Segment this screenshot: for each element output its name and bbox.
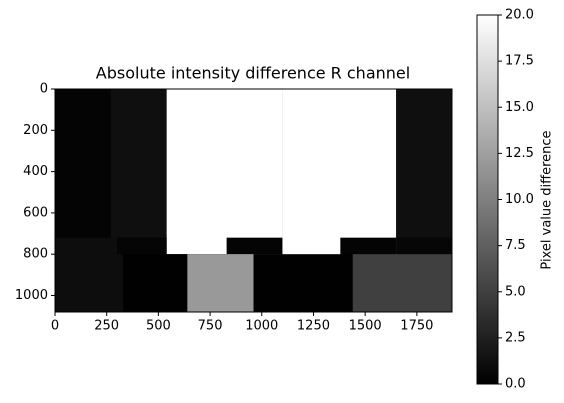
image-region	[340, 237, 397, 257]
y-tick-label: 0	[40, 82, 48, 97]
colorbar-tick-label: 0.0	[505, 377, 526, 392]
colorbar-tick-label: 12.5	[505, 146, 534, 161]
image-region	[282, 89, 397, 257]
image-region	[110, 89, 167, 238]
y-tick-label: 1000	[15, 288, 48, 303]
x-tick-label: 1500	[349, 319, 382, 334]
image-region	[396, 237, 452, 255]
image-region	[187, 254, 254, 312]
x-tick-label: 1000	[245, 319, 278, 334]
colorbar-tick-label: 15.0	[505, 100, 534, 115]
image-region	[117, 237, 167, 255]
image-region	[55, 237, 118, 255]
colorbar-tick-label: 2.5	[505, 330, 526, 345]
colorbar-label: Pixel value difference	[540, 130, 555, 269]
image-region	[55, 254, 124, 312]
image-region	[253, 254, 353, 312]
y-tick-label: 600	[23, 205, 48, 220]
image-region	[226, 237, 283, 255]
x-tick-label: 1750	[400, 319, 433, 334]
y-tick-label: 800	[23, 247, 48, 262]
image-region	[55, 89, 111, 238]
image-region	[352, 254, 452, 312]
colorbar-tick-label: 10.0	[505, 192, 534, 207]
image-region	[396, 89, 452, 238]
y-tick-label: 200	[23, 123, 48, 138]
colorbar-tick-label: 20.0	[505, 8, 534, 23]
image-region	[166, 89, 283, 255]
colorbar-tick-label: 7.5	[505, 238, 526, 253]
y-tick-label: 400	[23, 164, 48, 179]
x-tick-label: 750	[198, 319, 223, 334]
colorbar-tick-label: 5.0	[505, 284, 526, 299]
x-tick-label: 0	[51, 319, 59, 334]
x-tick-label: 1250	[297, 319, 330, 334]
colorbar	[476, 14, 499, 385]
axes-frame	[54, 88, 453, 313]
chart-title: Absolute intensity difference R channel	[96, 64, 410, 83]
x-tick-label: 250	[94, 319, 119, 334]
image-region	[123, 254, 188, 312]
image	[55, 89, 452, 312]
colorbar-tick-label: 17.5	[505, 54, 534, 69]
x-tick-label: 500	[146, 319, 171, 334]
